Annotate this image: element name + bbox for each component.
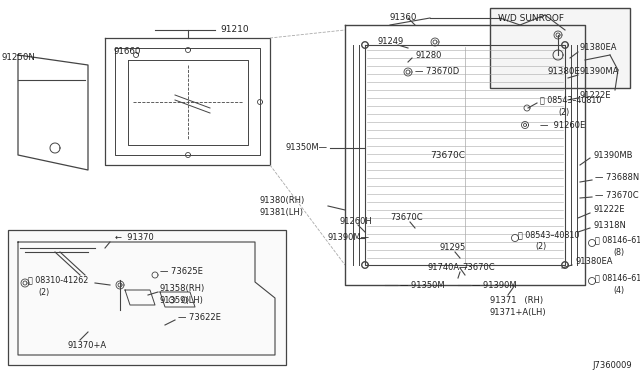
Text: 91380E: 91380E [548, 67, 581, 77]
Text: Ⓑ 08146–6122G: Ⓑ 08146–6122G [595, 235, 640, 244]
Text: 91250N: 91250N [2, 54, 36, 62]
Text: Ⓢ 08543–40810: Ⓢ 08543–40810 [540, 96, 602, 105]
Text: 91380EA: 91380EA [580, 44, 618, 52]
Text: —  91260E: — 91260E [540, 121, 585, 129]
Text: — 91350M: — 91350M [400, 280, 445, 289]
Text: 91350M—: 91350M— [286, 144, 328, 153]
Text: 73670C: 73670C [430, 151, 465, 160]
Bar [490, 8, 630, 88]
Text: (2): (2) [535, 243, 547, 251]
Text: 91210: 91210 [220, 26, 248, 35]
Text: 91222E: 91222E [593, 205, 625, 215]
Text: — 73670C: — 73670C [595, 190, 639, 199]
Text: (4): (4) [613, 285, 624, 295]
Text: 91390MA: 91390MA [580, 67, 620, 77]
Text: 91380EA: 91380EA [575, 257, 612, 266]
Text: 73670C: 73670C [462, 263, 495, 273]
Text: 91260H: 91260H [340, 218, 372, 227]
Text: J7360009: J7360009 [593, 360, 632, 369]
Text: 91390M—: 91390M— [328, 234, 370, 243]
Text: Ⓒ 08146–6122G: Ⓒ 08146–6122G [595, 273, 640, 282]
Text: — 73622E: — 73622E [178, 314, 221, 323]
Bar [8, 230, 286, 365]
Text: 91222E: 91222E [580, 90, 611, 99]
Text: 91360: 91360 [390, 13, 417, 22]
Text: — 73688N: — 73688N [595, 173, 639, 183]
Text: 73670C: 73670C [390, 214, 422, 222]
Text: Ⓢ 08310-41262: Ⓢ 08310-41262 [28, 276, 88, 285]
Text: ←  91370: ← 91370 [115, 234, 154, 243]
Text: 91358(RH): 91358(RH) [160, 283, 205, 292]
Text: — 73670D: — 73670D [415, 67, 460, 77]
Text: 91318N: 91318N [593, 221, 626, 230]
Text: 91370+A: 91370+A [68, 340, 107, 350]
Text: (2): (2) [38, 288, 49, 296]
Text: W/D SUNROOF: W/D SUNROOF [498, 13, 564, 22]
Text: 91359(LH): 91359(LH) [160, 295, 204, 305]
Text: 91390MB: 91390MB [593, 151, 632, 160]
Text: 91295: 91295 [440, 244, 467, 253]
Text: — 73625E: — 73625E [160, 267, 203, 276]
Text: 91371   (RH): 91371 (RH) [490, 295, 543, 305]
Text: 91740A—: 91740A— [428, 263, 468, 273]
Text: (2): (2) [558, 108, 569, 116]
Text: 91249: 91249 [378, 38, 404, 46]
Text: — 91390M: — 91390M [472, 280, 516, 289]
Text: 91280: 91280 [415, 51, 442, 60]
Text: 91380(RH): 91380(RH) [260, 196, 305, 205]
Text: (8): (8) [613, 247, 624, 257]
Text: Ⓢ 08543–40810: Ⓢ 08543–40810 [518, 231, 579, 240]
Text: 91660: 91660 [113, 48, 140, 57]
Text: 91381(LH): 91381(LH) [260, 208, 304, 217]
Text: 91371+A(LH): 91371+A(LH) [490, 308, 547, 317]
